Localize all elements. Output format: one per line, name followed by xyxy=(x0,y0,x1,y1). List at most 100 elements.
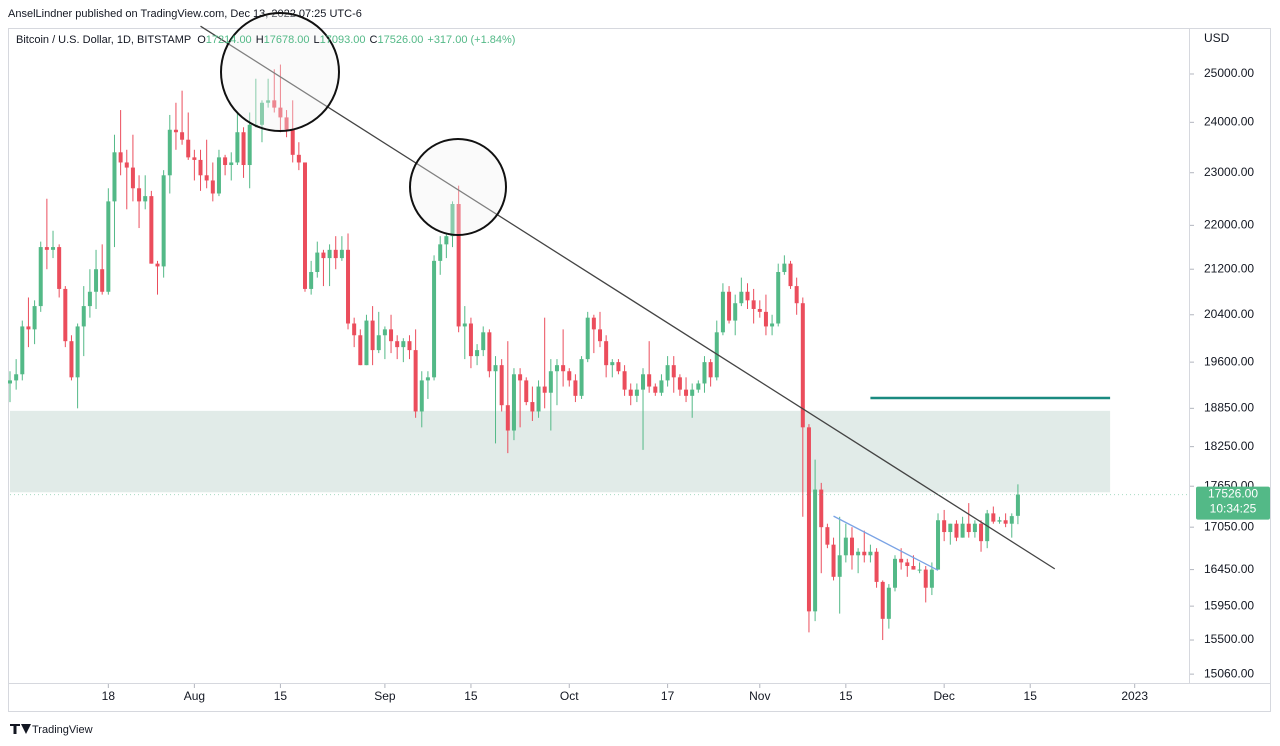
x-tick-label: Oct xyxy=(560,689,579,703)
candle-body xyxy=(874,551,879,582)
x-tick-label: 17 xyxy=(661,689,675,703)
candle-body xyxy=(733,303,738,321)
candle-body xyxy=(272,100,277,108)
candle-body xyxy=(137,188,142,202)
candle-body xyxy=(143,196,148,202)
candle-body xyxy=(831,544,836,577)
candle-body xyxy=(647,374,652,387)
candle-body xyxy=(923,569,928,588)
footer-brand: TradingView xyxy=(32,724,93,736)
candle-body xyxy=(57,247,62,289)
candle-body xyxy=(677,377,682,390)
candle-body xyxy=(917,569,922,571)
candle-body xyxy=(763,311,768,327)
candle-body xyxy=(278,107,283,118)
candle-body xyxy=(641,374,646,390)
candle-body xyxy=(499,365,504,406)
candle-body xyxy=(63,288,68,342)
candle-body xyxy=(856,551,861,556)
candle-body xyxy=(720,291,725,333)
candle-body xyxy=(708,362,713,378)
legend-value: 17093.00 xyxy=(320,34,366,46)
y-axis-unit: USD xyxy=(1204,31,1230,45)
candle-body xyxy=(118,152,123,163)
candle-body xyxy=(32,306,37,330)
candle-body xyxy=(303,162,307,289)
x-tick-label: 15 xyxy=(274,689,288,703)
y-tick-label: 24000.00 xyxy=(1204,114,1254,128)
x-tick-label: Dec xyxy=(933,689,954,703)
candle-body xyxy=(585,317,590,360)
candle-body xyxy=(886,587,891,619)
candle-body xyxy=(659,380,664,393)
candle-body xyxy=(1009,516,1014,524)
candle-body xyxy=(806,427,811,612)
candle-body xyxy=(745,291,750,301)
legend-value: 17214.00 xyxy=(206,34,252,46)
x-tick-label: Nov xyxy=(749,689,770,703)
candle-body xyxy=(481,332,486,351)
candle-body xyxy=(75,326,80,378)
candle-body xyxy=(38,247,43,307)
candle-body xyxy=(266,100,271,103)
y-tick-label: 17050.00 xyxy=(1204,519,1254,533)
candle-body xyxy=(511,374,516,431)
y-tick-label: 18850.00 xyxy=(1204,401,1254,415)
candle-body xyxy=(954,523,959,538)
candle-body xyxy=(346,249,351,324)
candle-body xyxy=(966,523,971,533)
x-tick-label: 15 xyxy=(839,689,853,703)
candle-body xyxy=(929,569,934,588)
candle-body xyxy=(20,326,25,375)
candle-body xyxy=(757,308,762,312)
candle-body xyxy=(567,371,572,381)
x-tick-label: 18 xyxy=(102,689,116,703)
candle-body xyxy=(8,380,12,384)
plot xyxy=(8,25,1190,641)
candle-body xyxy=(942,520,947,533)
time-axis-frame xyxy=(8,683,1271,712)
candle-body xyxy=(425,377,430,381)
y-tick-label: 18250.00 xyxy=(1204,439,1254,453)
candle-body xyxy=(456,204,461,327)
publisher-header: AnselLindner published on TradingView.co… xyxy=(8,8,362,20)
candle-body xyxy=(155,263,160,267)
candle-body xyxy=(81,306,86,327)
candle-body xyxy=(106,201,111,292)
highlight-circle xyxy=(220,12,340,132)
candle-body xyxy=(296,154,301,163)
drawn-line xyxy=(833,515,939,571)
y-tick-label: 15950.00 xyxy=(1204,598,1254,612)
candle-body xyxy=(223,157,228,166)
legend-change: +317.00 (+1.84%) xyxy=(427,34,515,46)
candle-body xyxy=(487,332,492,372)
candle-body xyxy=(475,350,480,357)
candle-body xyxy=(100,269,105,292)
candle-body xyxy=(186,139,191,158)
candle-body xyxy=(216,157,221,194)
candle-body xyxy=(1015,494,1020,516)
candle-body xyxy=(315,252,320,273)
y-tick-label: 19600.00 xyxy=(1204,354,1254,368)
y-tick-label: 16450.00 xyxy=(1204,562,1254,576)
candle-body xyxy=(493,365,498,372)
candle-body xyxy=(210,180,215,194)
y-tick-label: 25000.00 xyxy=(1204,66,1254,80)
candle-body xyxy=(696,383,701,390)
x-tick-label: 2023 xyxy=(1121,689,1148,703)
legend-value: 17678.00 xyxy=(264,34,310,46)
candle-body xyxy=(352,323,357,336)
x-tick-label: Aug xyxy=(184,689,205,703)
candle-body xyxy=(837,555,842,577)
y-tick-label: 23000.00 xyxy=(1204,165,1254,179)
highlight-circle xyxy=(409,138,507,236)
candle-body xyxy=(204,175,209,181)
candle-body xyxy=(413,350,418,412)
candle-body xyxy=(518,374,523,381)
candle-body xyxy=(622,371,627,390)
candle-body xyxy=(979,523,984,542)
legend-value: 17526.00 xyxy=(378,34,424,46)
y-tick-label: 15500.00 xyxy=(1204,632,1254,646)
